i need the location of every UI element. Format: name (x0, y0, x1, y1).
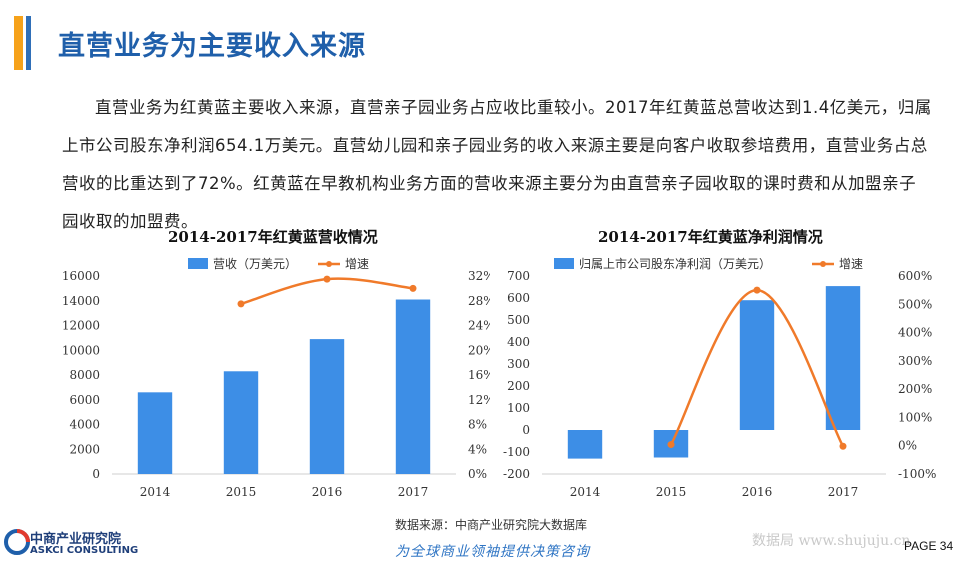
legend-line-marker (820, 261, 826, 267)
y-right-tick-label: 8% (468, 418, 487, 432)
growth-point (839, 442, 847, 450)
bar-2016 (739, 300, 775, 430)
title-accent-orange (14, 16, 23, 70)
legend-bar-label: 营收（万美元） (213, 257, 297, 271)
y-right-tick-label: 600% (898, 269, 932, 283)
y-right-tick-label: 200% (898, 382, 932, 396)
y-left-tick-label: 16000 (62, 269, 100, 283)
y-right-tick-label: 20% (468, 343, 490, 357)
growth-point (409, 284, 417, 292)
y-right-tick-label: 500% (898, 297, 932, 311)
x-tick-label: 2014 (140, 485, 171, 499)
bar-2017 (825, 286, 861, 430)
x-tick-label: 2016 (312, 485, 343, 499)
y-left-tick-label: 12000 (62, 319, 100, 333)
y-left-tick-label: 400 (507, 335, 530, 349)
y-right-tick-label: 100% (898, 410, 932, 424)
logo-text-en: ASKCI CONSULTING (30, 545, 139, 556)
growth-point (753, 286, 761, 294)
chart1-title: 2014-2017年红黄蓝营收情况 (168, 228, 378, 246)
chart2-title: 2014-2017年红黄蓝净利润情况 (598, 228, 823, 246)
x-tick-label: 2017 (828, 485, 859, 499)
y-left-tick-label: -100 (503, 445, 530, 459)
y-right-tick-label: 4% (468, 442, 487, 456)
y-left-tick-label: 0 (522, 423, 530, 437)
growth-point (237, 300, 245, 308)
y-right-tick-label: 400% (898, 326, 932, 340)
y-left-tick-label: 2000 (69, 442, 100, 456)
page-title: 直营业务为主要收入来源 (58, 31, 366, 62)
legend-bar-swatch (188, 258, 208, 269)
y-right-tick-label: 32% (468, 269, 490, 283)
legend-line-marker (326, 261, 332, 267)
y-left-tick-label: 0 (92, 467, 100, 481)
y-right-tick-label: 12% (468, 393, 490, 407)
y-left-tick-label: 14000 (62, 294, 100, 308)
data-source: 数据来源：中商产业研究院大数据库 (395, 518, 588, 532)
y-left-tick-label: 8000 (69, 368, 100, 382)
y-left-tick-label: -200 (503, 467, 530, 481)
x-tick-label: 2015 (226, 485, 257, 499)
y-left-tick-label: 10000 (62, 343, 100, 357)
y-right-tick-label: 16% (468, 368, 490, 382)
y-left-tick-label: 700 (507, 269, 530, 283)
bar-2014 (567, 430, 603, 459)
legend-bar-swatch (554, 258, 574, 269)
y-left-tick-label: 500 (507, 313, 530, 327)
x-tick-label: 2014 (570, 485, 601, 499)
growth-point (667, 441, 675, 449)
revenue-chart: 营收（万美元） 增速 0 2000 4000 6000 8000 10000 12000 1400… (62, 257, 490, 499)
net-profit-chart: 归属上市公司股东净利润（万美元） 增速 -200 -100 0 100 200 300 400 5… (503, 256, 936, 499)
y-right-tick-label: 28% (468, 294, 490, 308)
y-left-tick-label: 600 (507, 291, 530, 305)
askci-logo-icon (4, 529, 30, 555)
logo-text-cn: 中商产业研究院 (30, 532, 122, 547)
y-right-tick-label: 300% (898, 354, 932, 368)
y-right-tick-label: 0% (468, 467, 487, 481)
body-paragraph: 直营业务为红黄蓝主要收入来源，直营亲子园业务占应收比重较小。2017年红黄蓝总营… (62, 98, 932, 231)
y-right-tick-label: 24% (468, 319, 490, 333)
y-left-tick-label: 6000 (69, 393, 100, 407)
growth-point (323, 275, 331, 283)
y-left-tick-label: 300 (507, 357, 530, 371)
bar-2016 (309, 339, 345, 474)
page-number: PAGE 34 (904, 539, 954, 553)
y-left-tick-label: 4000 (69, 418, 100, 432)
x-tick-label: 2016 (742, 485, 773, 499)
slogan: 为全球商业领袖提供决策咨询 (395, 544, 590, 560)
bar-2014 (137, 392, 173, 474)
x-tick-label: 2015 (656, 485, 687, 499)
watermark: 数据局 www.shujuju.cn (752, 533, 911, 549)
bar-2015 (223, 371, 259, 474)
y-right-tick-label: 0% (898, 439, 917, 453)
legend-bar-label: 归属上市公司股东净利润（万美元） (579, 256, 771, 271)
legend-line-label: 增速 (839, 257, 863, 271)
y-right-tick-label: -100% (898, 467, 936, 481)
bar-2017 (395, 299, 431, 474)
title-accent-blue (26, 16, 31, 70)
legend-line-label: 增速 (345, 257, 369, 271)
y-left-tick-label: 100 (507, 401, 530, 415)
x-tick-label: 2017 (398, 485, 429, 499)
y-left-tick-label: 200 (507, 379, 530, 393)
